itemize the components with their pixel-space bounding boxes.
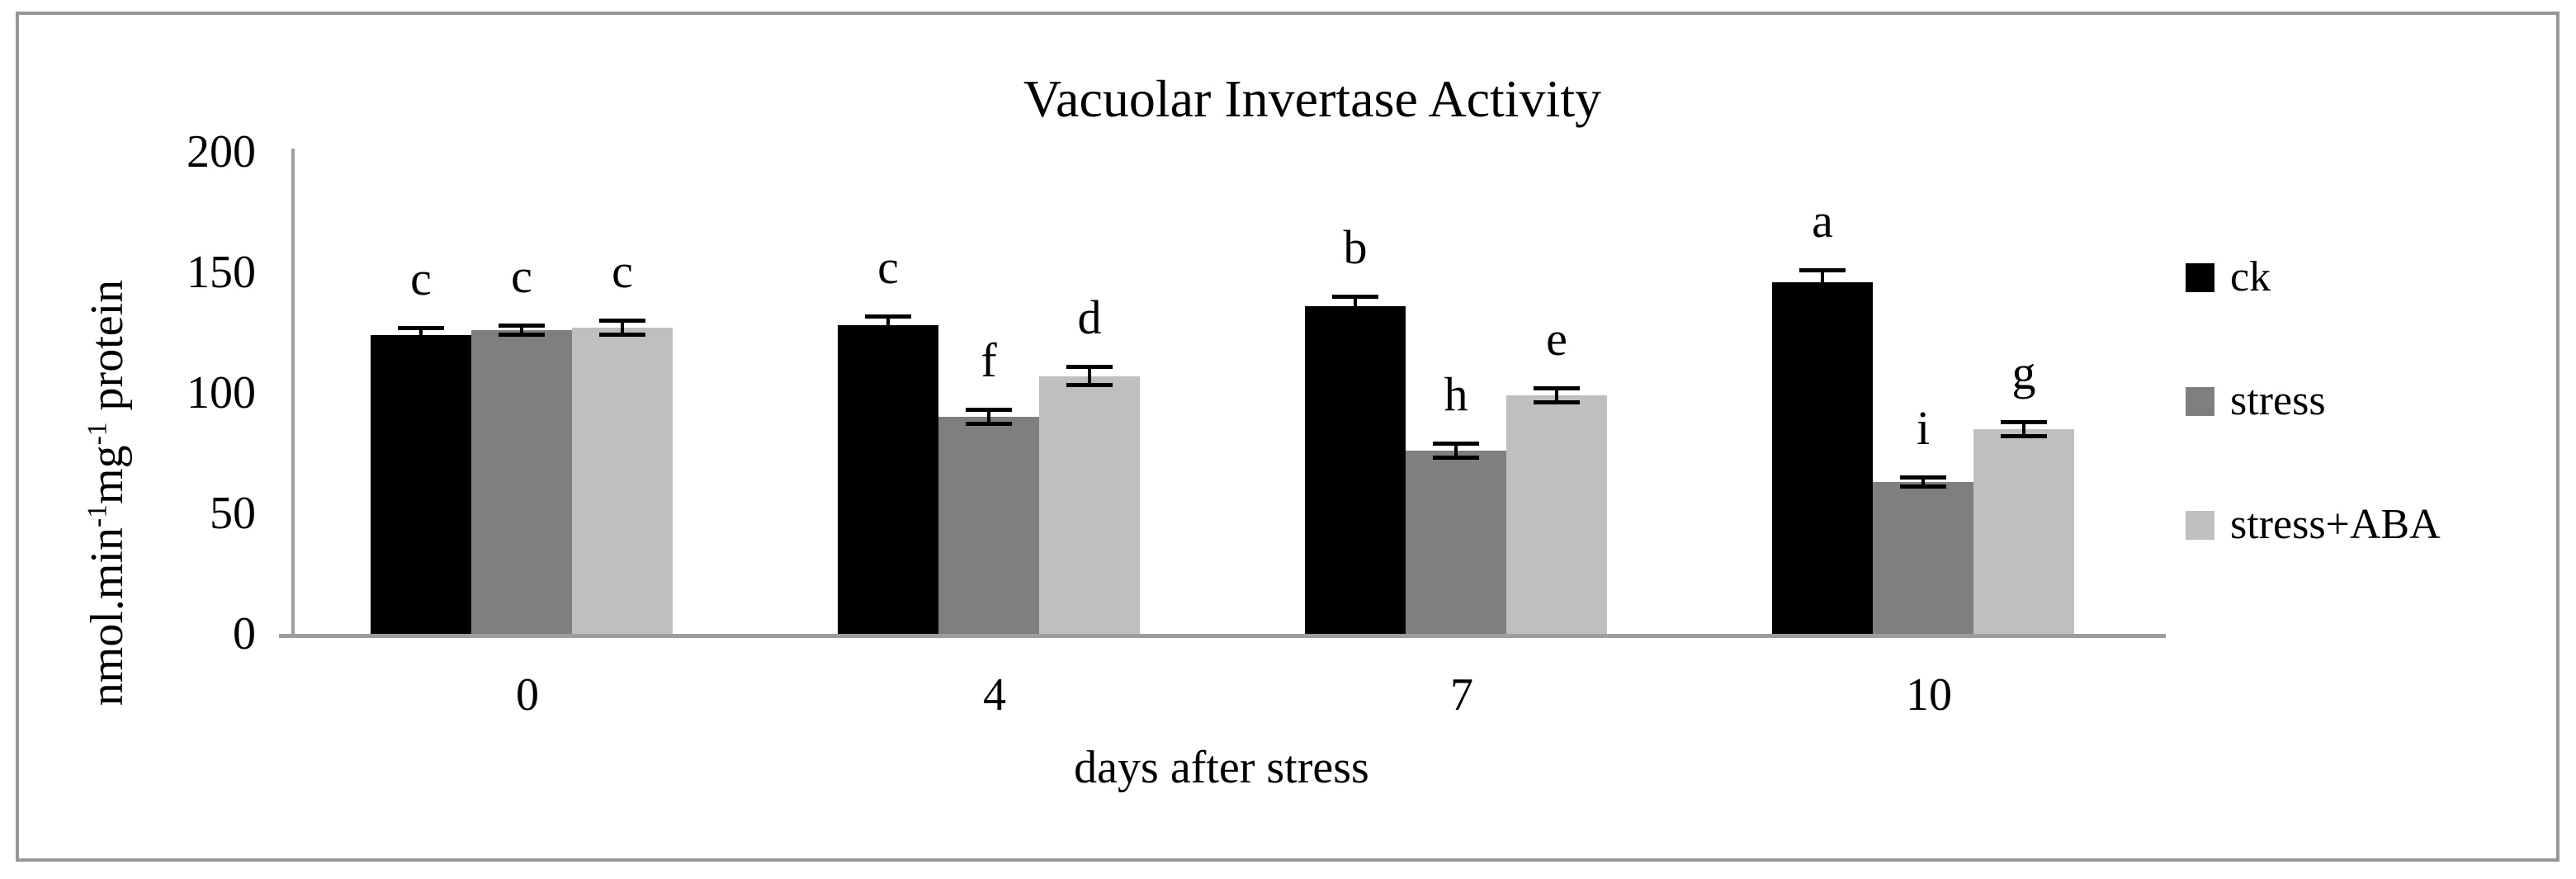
error-bar-cap-top — [1332, 295, 1378, 300]
y-axis-line — [291, 149, 295, 637]
error-bar-cap-bottom — [865, 332, 911, 337]
significance-letter: d — [1077, 290, 1102, 344]
error-bar-cap-top — [599, 319, 645, 324]
significance-letter: i — [1916, 401, 1931, 456]
error-bar-whisker — [520, 325, 523, 335]
legend-label-stress+ABA: stress+ABA — [2230, 501, 2441, 548]
error-bar-whisker — [1821, 270, 1824, 295]
x-tick-label: 0 — [516, 669, 539, 721]
bar-stress+ABA — [1973, 429, 2074, 634]
bar-stress — [471, 330, 572, 634]
x-tick-label: 4 — [983, 669, 1006, 721]
x-axis-title: days after stress — [1074, 742, 1369, 793]
y-tick-label: 100 — [187, 367, 256, 418]
bar-ck — [1772, 282, 1873, 634]
error-bar-cap-bottom — [1066, 383, 1113, 388]
legend-swatch-stress — [2186, 387, 2214, 416]
legend-label-ck: ck — [2230, 253, 2271, 300]
error-bar-cap-top — [499, 324, 545, 328]
error-bar-cap-top — [2001, 420, 2047, 425]
error-bar-cap-top — [1799, 268, 1846, 273]
error-bar-cap-top — [1534, 386, 1580, 391]
significance-letter: f — [981, 333, 997, 388]
bar-ck — [838, 325, 938, 634]
error-bar-cap-top — [1433, 442, 1479, 447]
significance-letter: c — [612, 244, 633, 299]
bar-stress — [1873, 482, 1973, 634]
significance-letter: c — [511, 249, 532, 304]
legend-label-stress: stress — [2230, 377, 2326, 424]
significance-letter: a — [1812, 194, 1833, 248]
error-bar-whisker — [1088, 366, 1091, 386]
bar-ck — [371, 335, 471, 634]
error-bar-cap-bottom — [1433, 455, 1479, 460]
error-bar-cap-bottom — [966, 421, 1012, 426]
error-bar-cap-bottom — [599, 332, 645, 337]
error-bar-whisker — [2022, 422, 2025, 437]
legend-swatch-ck — [2186, 263, 2214, 292]
y-tick-label: 50 — [210, 488, 256, 539]
x-tick-label: 7 — [1450, 669, 1473, 721]
error-bar-whisker — [1454, 443, 1458, 458]
significance-letter: c — [410, 252, 432, 306]
error-bar-cap-bottom — [398, 339, 444, 344]
chart-title: Vacuolar Invertase Activity — [1023, 69, 1602, 128]
y-axis-title-superscript: -1 — [82, 422, 113, 446]
bar-stress — [1406, 451, 1506, 634]
error-bar-cap-bottom — [1332, 313, 1378, 318]
error-bar-cap-top — [398, 326, 444, 331]
bar-stress+ABA — [1039, 376, 1140, 634]
error-bar-cap-bottom — [1900, 484, 1946, 489]
error-bar-whisker — [886, 315, 890, 335]
error-bar-whisker — [1921, 477, 1925, 487]
error-bar-cap-top — [1900, 475, 1946, 480]
x-axis-line — [279, 634, 2166, 638]
error-bar-whisker — [987, 409, 990, 424]
y-tick-label: 0 — [233, 608, 256, 659]
bar-stress+ABA — [1506, 395, 1607, 634]
error-bar-cap-top — [865, 314, 911, 319]
error-bar-cap-bottom — [1534, 399, 1580, 404]
bar-stress+ABA — [572, 328, 673, 634]
error-bar-cap-top — [966, 408, 1012, 413]
significance-letter: b — [1343, 220, 1368, 275]
significance-letter: c — [877, 239, 899, 294]
y-tick-label: 200 — [187, 126, 256, 177]
bar-stress — [938, 417, 1039, 634]
significance-letter: e — [1546, 312, 1567, 366]
legend-swatch-stress+ABA — [2186, 511, 2214, 540]
error-bar-cap-top — [1066, 364, 1113, 369]
significance-letter: g — [2011, 346, 2036, 400]
x-tick-label: 10 — [1906, 669, 1952, 721]
error-bar-whisker — [1354, 296, 1357, 316]
y-tick-label: 150 — [187, 247, 256, 298]
error-bar-whisker — [1555, 388, 1558, 403]
error-bar-cap-bottom — [499, 332, 545, 337]
error-bar-whisker — [419, 328, 423, 343]
error-bar-whisker — [621, 320, 624, 335]
error-bar-cap-bottom — [1799, 291, 1846, 296]
significance-letter: h — [1444, 367, 1468, 422]
bar-ck — [1305, 306, 1406, 634]
error-bar-cap-bottom — [2001, 433, 2047, 438]
